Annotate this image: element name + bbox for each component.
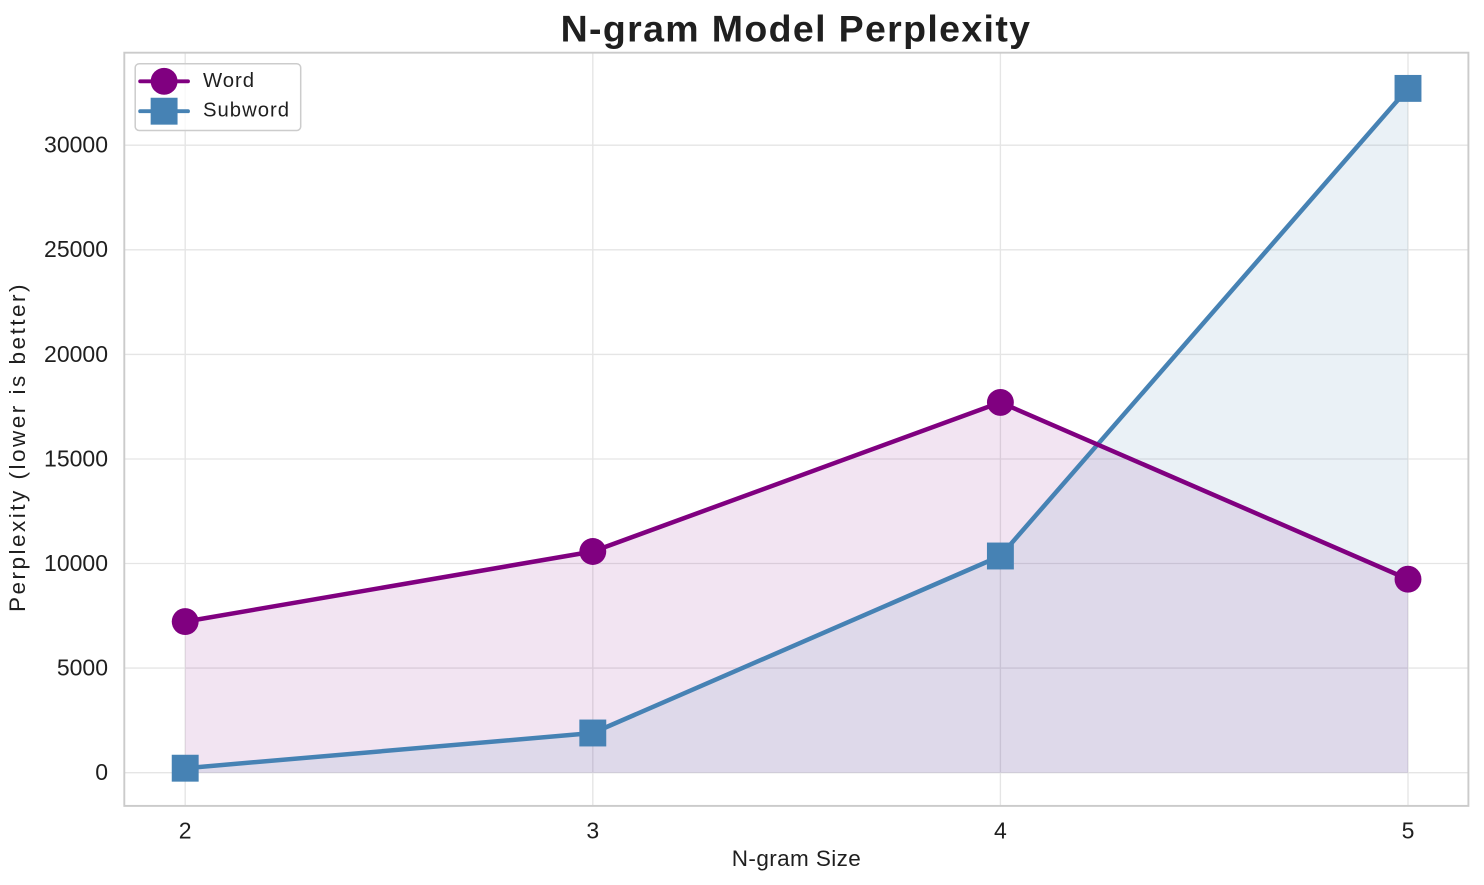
svg-text:25000: 25000 <box>44 236 108 262</box>
svg-text:Subword: Subword <box>203 100 290 122</box>
svg-text:20000: 20000 <box>44 341 108 367</box>
svg-text:3: 3 <box>586 818 599 844</box>
svg-text:Perplexity (lower is better): Perplexity (lower is better) <box>5 282 30 612</box>
svg-text:30000: 30000 <box>44 132 108 158</box>
svg-text:Word: Word <box>203 70 255 92</box>
svg-text:5: 5 <box>1402 818 1415 844</box>
svg-text:10000: 10000 <box>44 550 108 576</box>
svg-text:4: 4 <box>994 818 1007 844</box>
svg-text:15000: 15000 <box>44 445 108 471</box>
svg-text:N-gram Model Perplexity: N-gram Model Perplexity <box>561 8 1032 50</box>
svg-text:0: 0 <box>95 759 108 785</box>
svg-text:2: 2 <box>179 818 192 844</box>
svg-text:N-gram Size: N-gram Size <box>732 846 861 871</box>
svg-text:5000: 5000 <box>57 655 108 681</box>
